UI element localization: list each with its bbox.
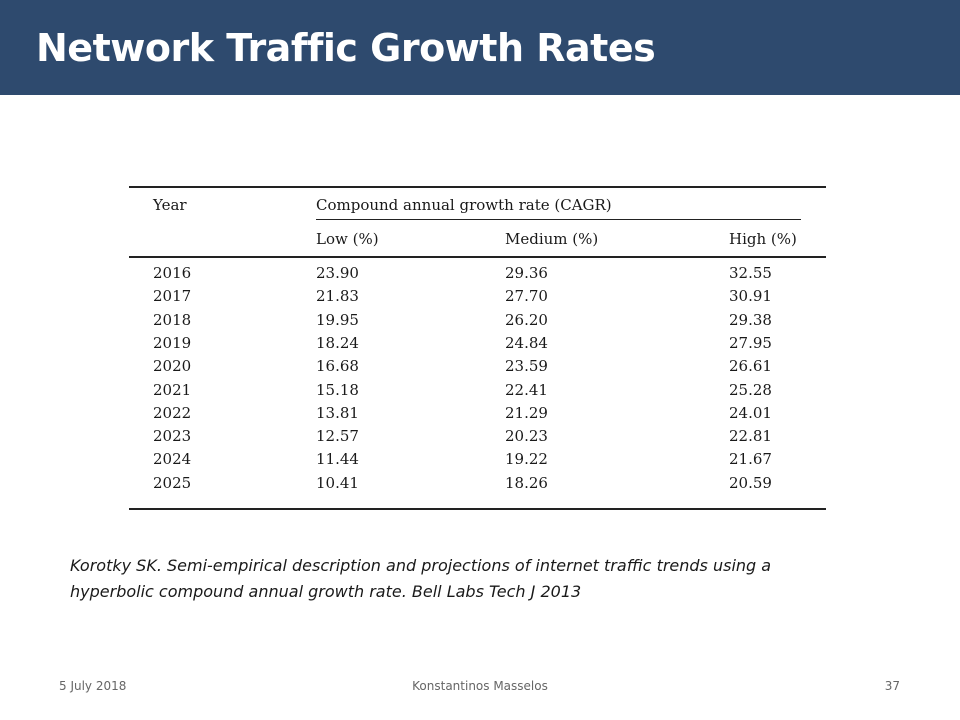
cell-high: 26.61: [729, 357, 772, 376]
cell-low: 11.44: [316, 450, 359, 469]
cell-medium: 24.84: [505, 333, 548, 352]
cell-high: 29.38: [729, 310, 772, 329]
header-group-cagr: Compound annual growth rate (CAGR): [316, 196, 612, 214]
cell-high: 25.28: [729, 380, 772, 399]
title-bar: Network Traffic Growth Rates: [0, 0, 960, 95]
citation: Korotky SK. Semi-empirical description a…: [70, 556, 772, 601]
cell-year: 2019: [153, 333, 192, 352]
cell-medium: 23.59: [505, 357, 548, 376]
cell-low: 18.24: [316, 333, 359, 352]
header-year: Year: [153, 196, 187, 214]
header-medium: Medium (%): [505, 230, 599, 248]
cell-low: 23.90: [316, 264, 359, 282]
table-row: 2020 16.68 23.59 26.61: [129, 357, 826, 380]
cell-medium: 21.29: [505, 403, 548, 422]
cell-high: 21.67: [729, 450, 772, 469]
table-row: 2024 11.44 19.22 21.67: [129, 450, 826, 473]
cell-high: 20.59: [729, 473, 772, 492]
table-row: 2016 23.90 29.36 32.55: [129, 264, 826, 287]
cell-high: 30.91: [729, 287, 772, 306]
cell-year: 2017: [153, 287, 192, 306]
cell-year: 2022: [153, 403, 192, 422]
slide-title: Network Traffic Growth Rates: [36, 26, 656, 70]
cell-year: 2023: [153, 427, 192, 446]
footer-author: Konstantinos Masselos: [412, 679, 548, 693]
cell-low: 21.83: [316, 287, 359, 306]
cell-low: 19.95: [316, 310, 359, 329]
cell-high: 22.81: [729, 427, 772, 446]
cell-high: 32.55: [729, 264, 772, 282]
cell-year: 2018: [153, 310, 192, 329]
footer-page-number: 37: [884, 679, 900, 693]
group-header-rule: [316, 219, 801, 220]
cell-medium: 19.22: [505, 450, 548, 469]
cell-low: 10.41: [316, 473, 359, 492]
cell-low: 15.18: [316, 380, 359, 399]
header-high: High (%): [729, 230, 797, 248]
cell-low: 13.81: [316, 403, 359, 422]
cell-low: 16.68: [316, 357, 359, 376]
cell-medium: 29.36: [505, 264, 548, 282]
table-row: 2018 19.95 26.20 29.38: [129, 311, 826, 334]
table-row: 2022 13.81 21.29 24.01: [129, 404, 826, 427]
cell-medium: 20.23: [505, 427, 548, 446]
cell-medium: 18.26: [505, 473, 548, 492]
cell-medium: 26.20: [505, 310, 548, 329]
table-bottom-rule: [129, 508, 826, 510]
cell-medium: 27.70: [505, 287, 548, 306]
table-top-rule: [129, 186, 826, 188]
table-row: 2021 15.18 22.41 25.28: [129, 381, 826, 404]
cell-year: 2021: [153, 380, 192, 399]
footer-date: 5 July 2018: [59, 679, 127, 693]
cell-year: 2016: [153, 264, 192, 282]
header-low: Low (%): [316, 230, 379, 248]
cell-low: 12.57: [316, 427, 359, 446]
table-header-rule: [129, 256, 826, 258]
cell-year: 2024: [153, 450, 192, 469]
cell-high: 27.95: [729, 333, 772, 352]
cell-year: 2025: [153, 473, 192, 492]
cell-year: 2020: [153, 357, 192, 376]
table-row: 2025 10.41 18.26 20.59: [129, 474, 826, 497]
table-row: 2017 21.83 27.70 30.91: [129, 287, 826, 310]
cell-medium: 22.41: [505, 380, 548, 399]
cell-high: 24.01: [729, 403, 772, 422]
table-row: 2019 18.24 24.84 27.95: [129, 334, 826, 357]
table-row: 2023 12.57 20.23 22.81: [129, 427, 826, 450]
